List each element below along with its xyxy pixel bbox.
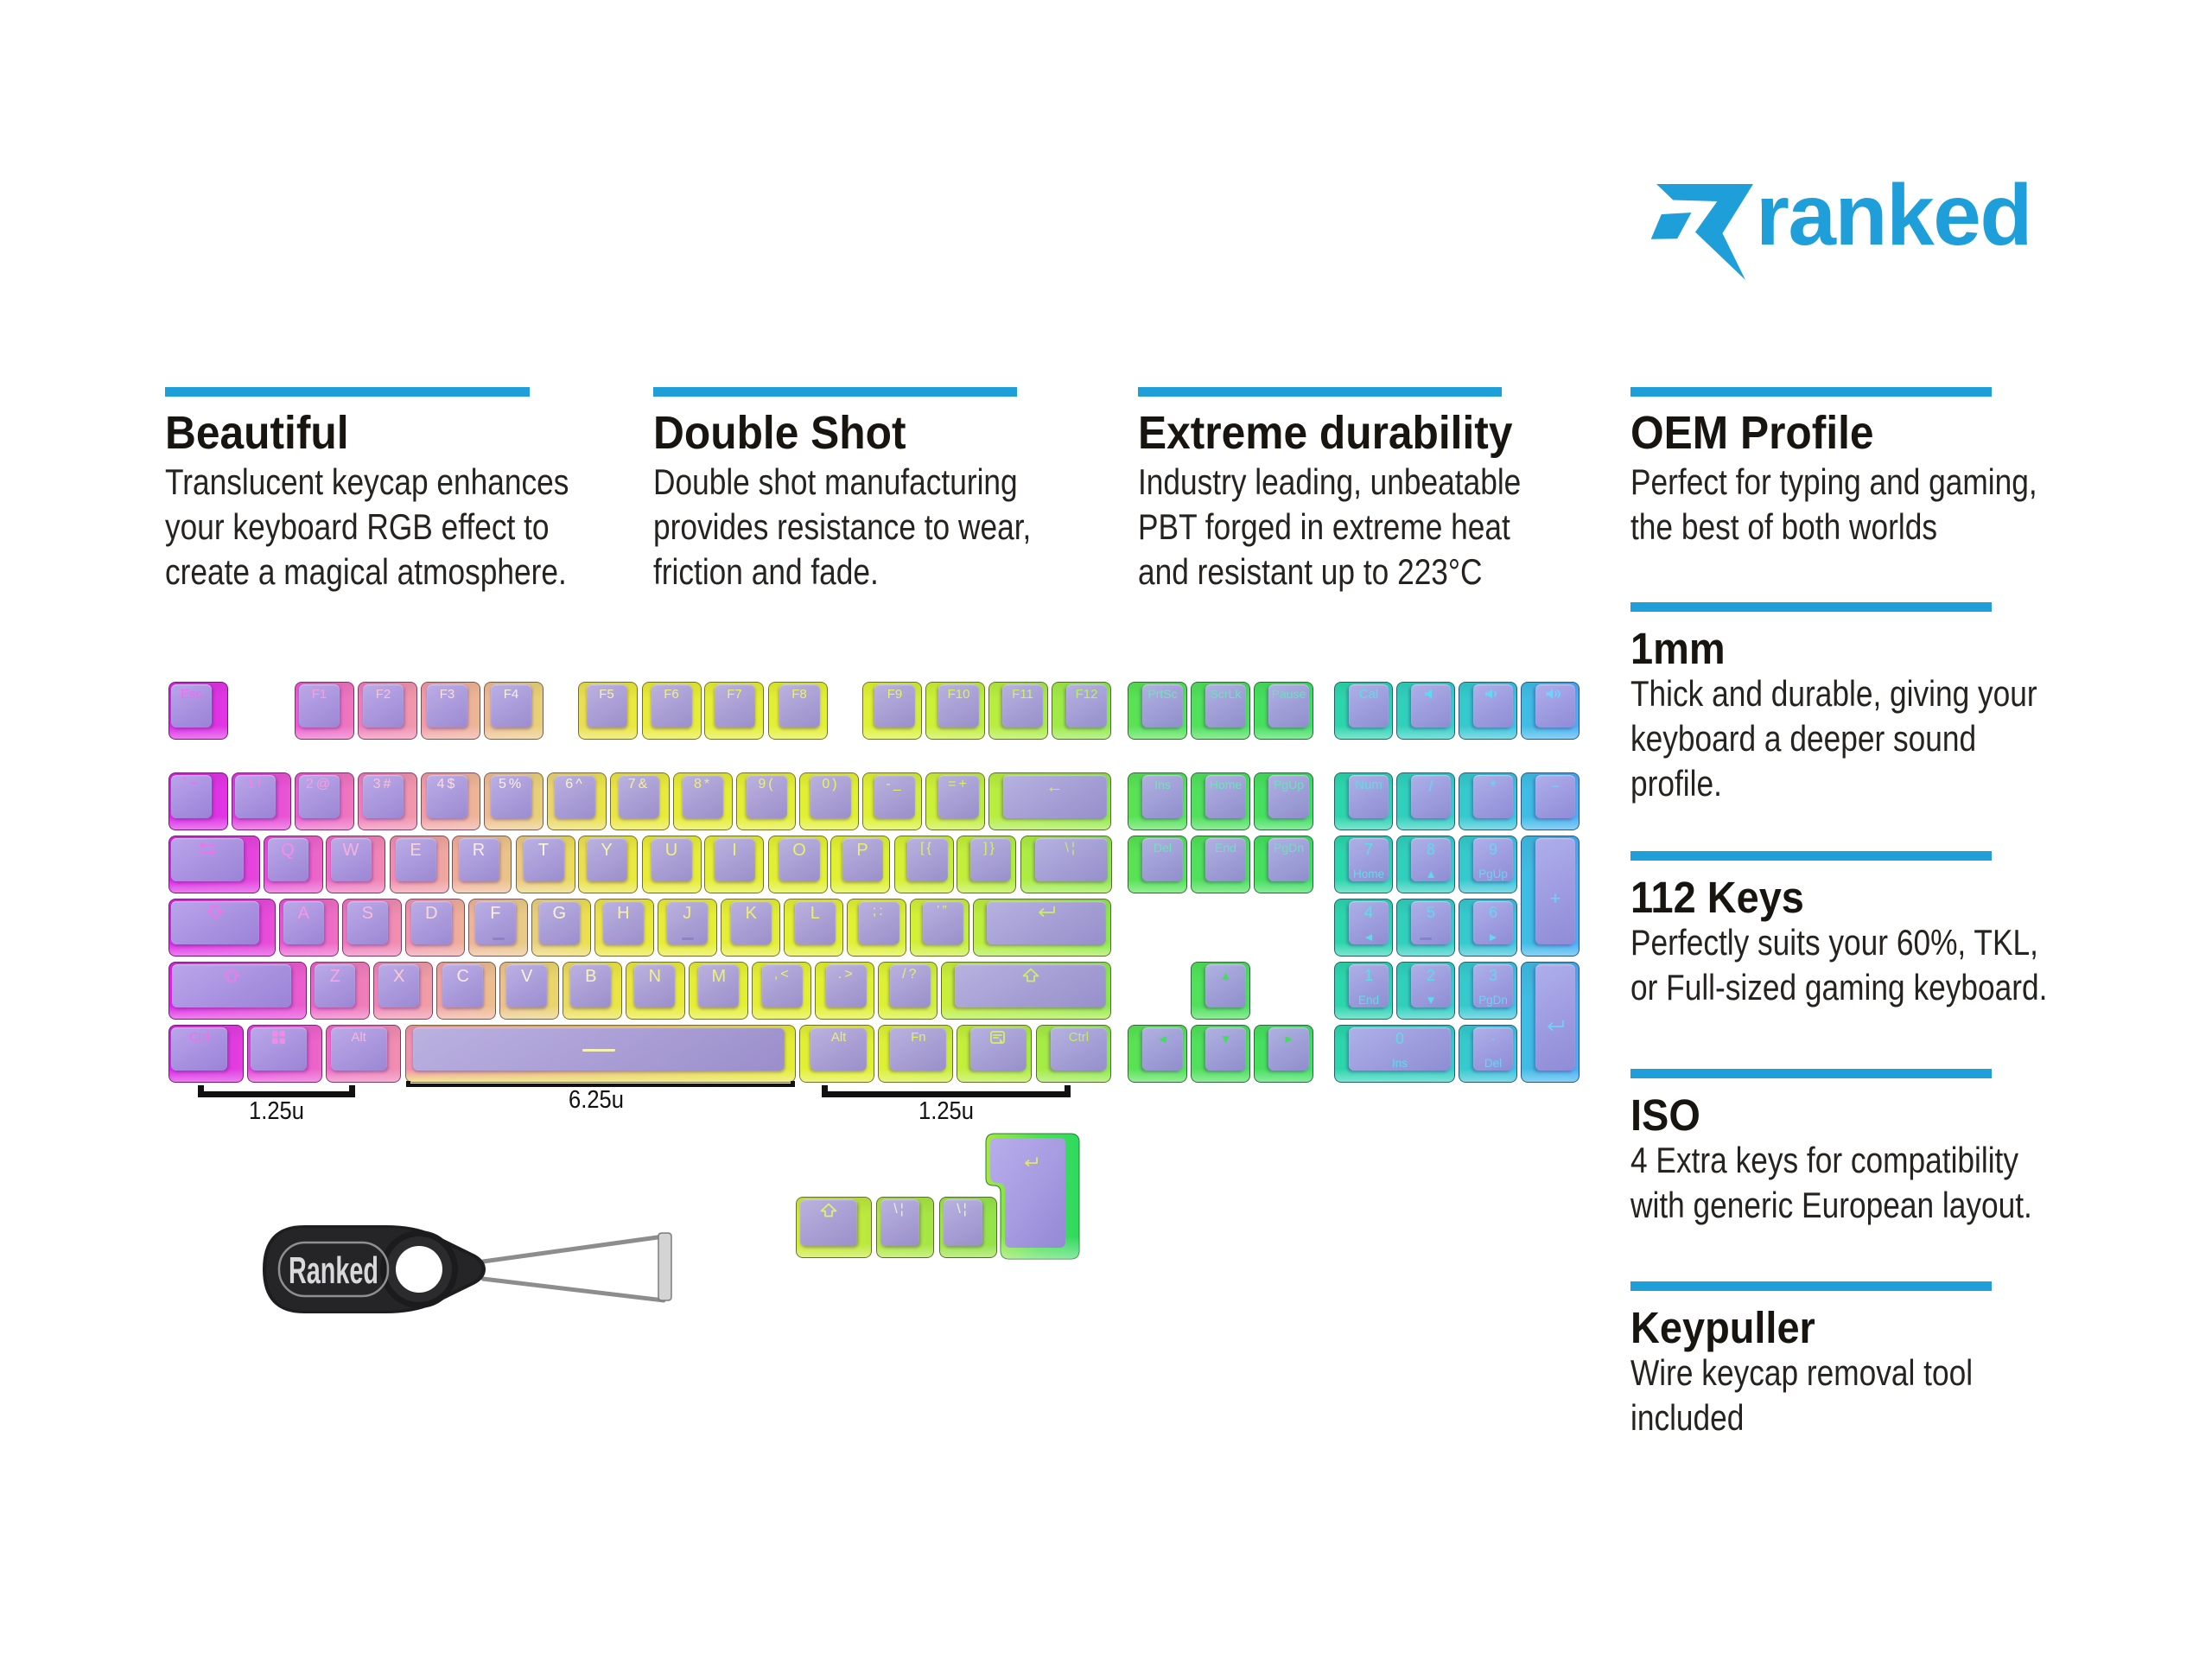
svg-text:Ranked: Ranked (289, 1249, 378, 1292)
